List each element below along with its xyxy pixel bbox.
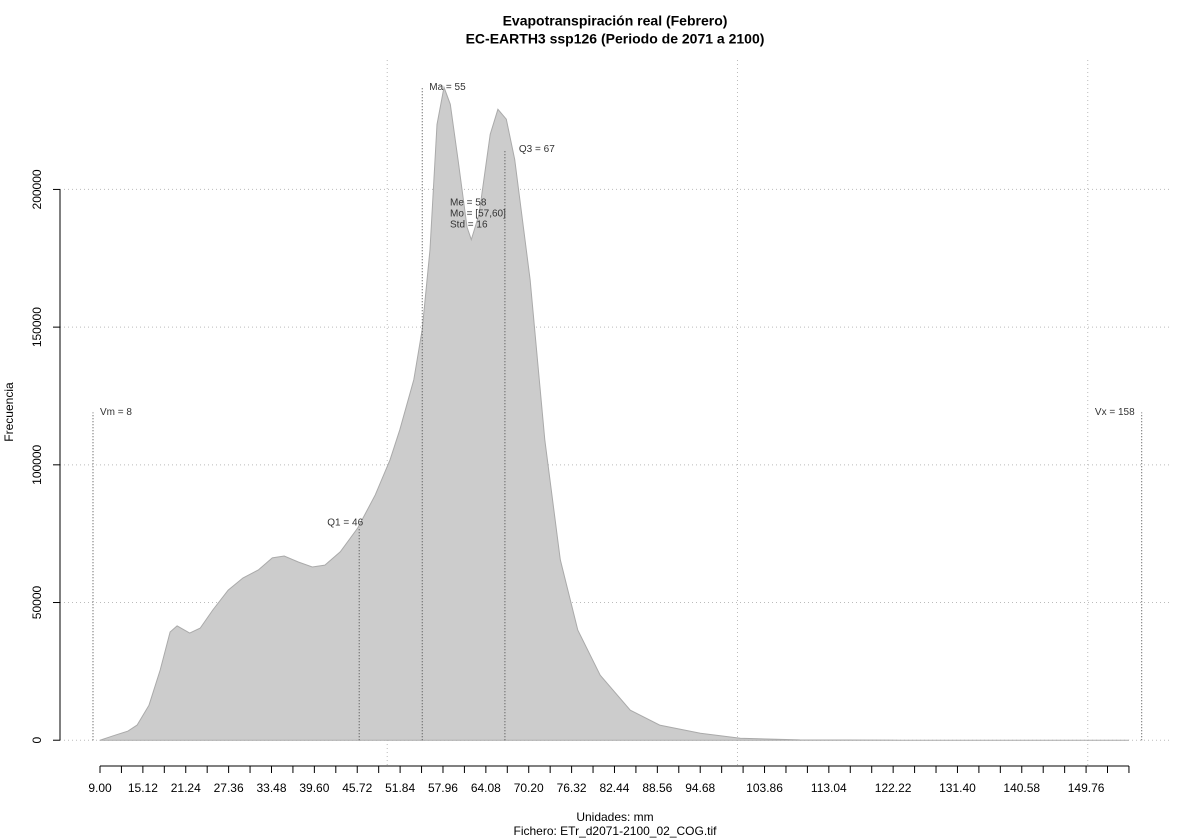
x-tick-label: 39.60 [299, 781, 329, 795]
x-tick-label: 88.56 [642, 781, 672, 795]
x-tick-label: 94.68 [685, 781, 715, 795]
annotation-label: Ma = 55 [429, 82, 466, 93]
x-tick-label: 70.20 [514, 781, 544, 795]
x-tick-label: 140.58 [1003, 781, 1040, 795]
y-tick-label: 200000 [30, 169, 44, 209]
annotation-label: Vm = 8 [100, 407, 132, 418]
stat-label: Mo = [57,60] [450, 209, 506, 220]
y-tick-label: 150000 [30, 307, 44, 347]
y-axis-label: Frecuencia [2, 382, 16, 442]
x-tick-label: 27.36 [214, 781, 244, 795]
x-tick-label: 76.32 [557, 781, 587, 795]
x-tick-label: 103.86 [746, 781, 783, 795]
x-tick-label: 122.22 [875, 781, 912, 795]
stat-label: Std = 16 [450, 220, 488, 231]
chart-subtitle: EC-EARTH3 ssp126 (Periodo de 2071 a 2100… [466, 31, 765, 47]
x-axis-label: Unidades: mm [576, 810, 653, 824]
x-tick-label: 64.08 [471, 781, 501, 795]
x-tick-label: 21.24 [171, 781, 201, 795]
x-tick-label: 57.96 [428, 781, 458, 795]
chart-title: Evapotranspiración real (Febrero) [503, 13, 728, 29]
x-tick-label: 131.40 [939, 781, 976, 795]
x-tick-label: 45.72 [342, 781, 372, 795]
x-tick-label: 113.04 [811, 781, 847, 795]
y-tick-label: 100000 [30, 444, 44, 484]
annotation-label: Q3 = 67 [519, 144, 555, 155]
x-tick-label: 33.48 [256, 781, 286, 795]
annotation-label: Vx = 158 [1095, 407, 1135, 418]
x-tick-label: 9.00 [88, 781, 112, 795]
x-tick-label: 82.44 [599, 781, 629, 795]
annotation-label: Q1 = 46 [327, 518, 363, 529]
caption: Fichero: ETr_d2071-2100_02_COG.tif [514, 824, 718, 838]
stat-label: Me = 58 [450, 198, 487, 209]
x-tick-label: 15.12 [128, 781, 158, 795]
y-tick-label: 0 [30, 737, 44, 744]
y-tick-label: 50000 [30, 586, 44, 620]
x-tick-label: 51.84 [385, 781, 415, 795]
density-area [99, 85, 1130, 741]
x-tick-label: 149.76 [1068, 781, 1105, 795]
